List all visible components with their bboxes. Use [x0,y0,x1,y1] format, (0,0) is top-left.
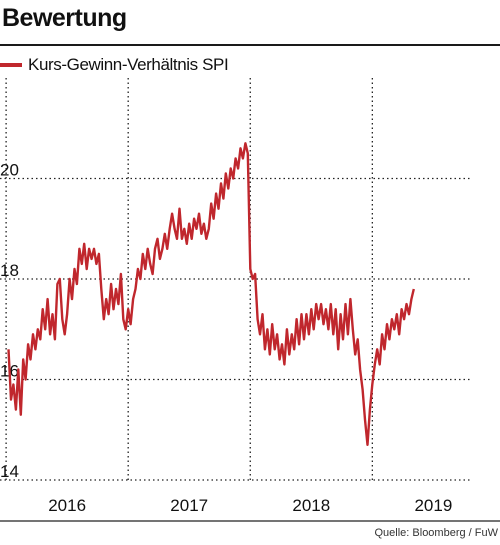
grid [0,78,500,522]
chart-title: Bewertung [2,4,127,32]
legend-swatch [0,63,22,67]
series-group [7,142,415,446]
series-line [7,142,415,446]
y-tick-label: 20 [0,161,19,180]
source-note: Quelle: Bloomberg / FuW [374,527,499,539]
title-rule [0,44,500,46]
x-tick-label: 2018 [292,496,330,515]
x-tick-label: 2016 [48,496,86,515]
x-tick-label: 2019 [414,496,452,515]
legend-label: Kurs-Gewinn-Verhältnis SPI [28,55,229,74]
legend: Kurs-Gewinn-Verhältnis SPI [0,53,229,77]
y-tick-label: 18 [0,261,19,280]
x-axis-ticks: 2016 2017 2018 2019 [48,496,452,515]
x-tick-label: 2017 [170,496,208,515]
y-tick-label: 14 [0,462,19,481]
